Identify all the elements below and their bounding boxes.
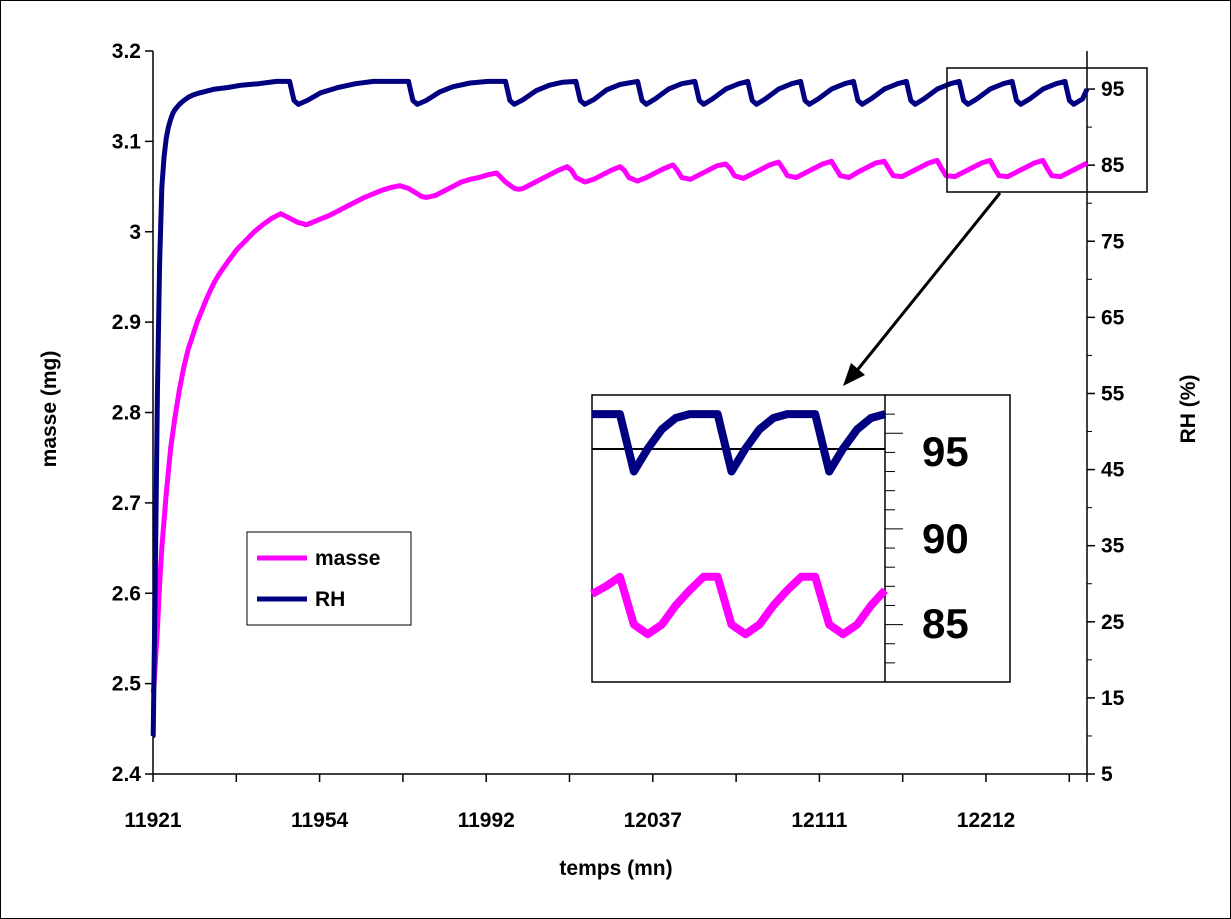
y2-tick-label: 65 [1101,306,1125,329]
y2-tick-label: 85 [1101,154,1125,177]
y-tick-label: 3 [129,221,141,244]
x-axis-title: temps (mn) [559,857,672,880]
y-tick-label: 2.9 [112,311,141,334]
y2-axis-title: RH (%) [1177,375,1200,444]
inset-chart: 95 90 85 [590,394,1011,683]
y-axis-title: masse (mg) [38,351,61,468]
y-tick-label: 3.2 [112,40,141,63]
legend-box [246,531,412,626]
series-layer [150,78,1090,739]
series-line-rh [150,78,1090,739]
y2-tick-label: 5 [1101,763,1113,786]
x-tick-label: 12111 [791,809,847,832]
x-tick-label: 12212 [957,809,1015,832]
inset-tick-label-90: 90 [922,515,969,562]
x-tick-label: 11921 [124,809,182,832]
zoom-region-box [946,67,1148,193]
inset-series-rh [592,410,887,476]
legend-label-masse: masse [315,547,380,570]
y2-tick-label: 35 [1101,535,1125,558]
inset-tick-label-95: 95 [922,428,969,475]
y2-tick-label: 45 [1101,459,1125,482]
y2-tick-label: 95 [1101,78,1125,101]
y2-tick-label: 15 [1101,687,1125,710]
inset-ticks [885,394,903,683]
zoom-arrowhead [843,363,865,386]
y-tick-label: 2.4 [112,763,142,786]
x-tick-label: 11954 [291,809,349,832]
x-tick-label: 11992 [458,809,515,832]
x-tick-label: 12037 [624,809,682,832]
y-tick-label: 2.6 [112,582,141,605]
y2-tick-label: 75 [1101,230,1125,253]
legend: masse RH [246,531,412,626]
series-line-masse [150,157,1089,696]
y-tick-label: 2.8 [112,402,142,425]
y-tick-label: 3.1 [112,130,142,153]
y-tick-label: 2.5 [112,673,142,696]
x-axis: 11921 11954 11992 12037 12111 12212 [124,774,1088,832]
y-axis-left: 2.4 2.5 2.6 2.7 2.8 2.9 3 3.1 3.2 [112,40,153,786]
zoom-arrow [853,192,1002,374]
inset-tick-label-85: 85 [922,600,969,647]
y2-tick-label: 55 [1101,382,1125,405]
inset-series [590,410,888,639]
inset-box [591,394,1011,683]
y2-tick-label: 25 [1101,611,1125,634]
inset-series-masse [590,572,888,639]
y-axis-right: 5 15 25 35 45 55 65 75 85 95 [1087,78,1125,786]
legend-label-rh: RH [315,588,345,611]
y-tick-label: 2.7 [112,492,141,515]
